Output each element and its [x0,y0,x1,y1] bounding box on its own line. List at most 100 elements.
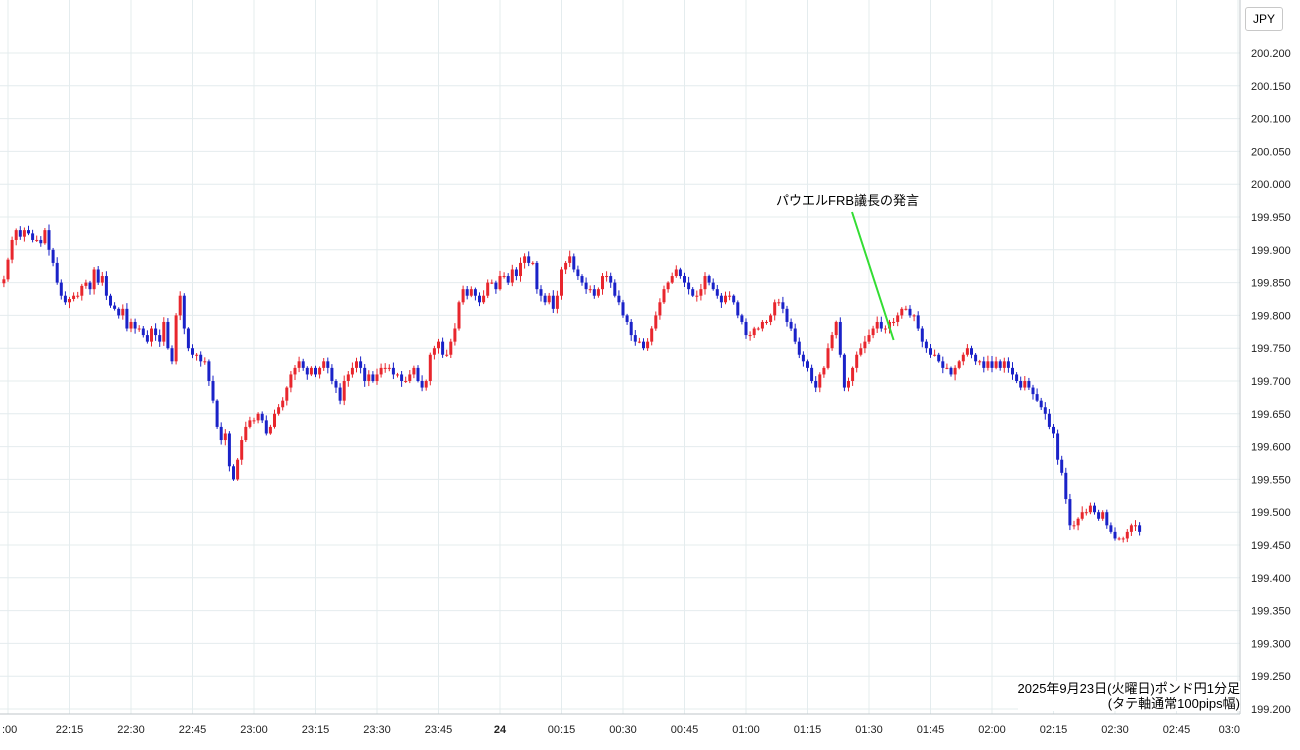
caption-line-2: (タテ軸通常100pips幅) [1107,696,1240,711]
candle-body [760,321,764,329]
currency-badge[interactable]: JPY [1245,7,1283,31]
candle-body [1011,367,1014,375]
candle-body [1121,538,1125,540]
candle-body [84,282,88,286]
y-tick-label: 199.600 [1251,442,1291,454]
candle-body [1097,512,1101,519]
candle-body [408,374,412,381]
candle-body [39,239,43,244]
candle-body [469,289,473,296]
candle-body [1105,512,1109,526]
candle-body [543,295,547,303]
candle-body [982,361,986,368]
candle-body [1088,505,1092,513]
candle-body [252,420,256,422]
candle-body [814,381,818,388]
candle-body [970,348,973,355]
candle-body [490,282,494,284]
candle-body [863,341,867,349]
candle-body [1039,400,1043,408]
x-tick-label: 02:00 [978,724,1006,736]
x-tick-label: 03:0 [1219,724,1240,736]
candle-body [605,276,609,278]
y-tick-label: 199.250 [1251,671,1291,683]
candle-body [363,367,367,381]
candle-body [551,295,555,309]
y-tick-label: 200.150 [1251,81,1291,93]
candle-body [650,328,654,342]
candle-body [514,269,518,277]
y-tick-label: 199.500 [1251,507,1291,519]
y-tick-label: 199.650 [1251,409,1291,421]
y-tick-label: 200.000 [1251,179,1291,191]
candle-body [937,354,941,362]
candle-body [396,374,399,376]
candle-body [670,276,674,283]
candle-body [564,262,568,270]
candle-body [990,361,994,368]
candle-body [609,276,613,283]
candle-body [256,413,260,421]
candle-body [711,282,715,290]
candle-body [666,282,670,290]
candle-body [584,282,588,290]
candle-body [375,374,379,381]
candle-body [732,295,736,303]
y-tick-label: 200.200 [1251,48,1291,60]
candle-body [285,387,289,401]
candle-body [432,348,436,355]
candle-body [211,381,215,401]
candle-body [400,374,404,381]
candle-body [572,256,576,270]
candle-body [658,302,662,316]
candle-body [1023,381,1027,388]
candle-body [264,420,268,434]
y-tick-label: 199.550 [1251,474,1291,486]
candle-body [1006,361,1010,368]
candle-body [806,361,809,368]
candle-body [1076,518,1080,526]
candle-body [789,321,793,329]
candle-body [1027,381,1031,388]
x-tick-label: 01:45 [917,724,945,736]
candle-body [424,381,428,388]
candle-body [596,289,600,296]
candle-body [654,315,658,329]
candle-body [92,269,96,290]
candle-body [268,426,272,434]
candle-body [916,315,920,329]
candle-body [379,367,383,375]
annotation-label: パウエルFRB議長の発言 [776,193,919,208]
candle-body [1093,505,1096,513]
x-tick-label: :00 [2,724,17,736]
candle-body [1047,413,1051,427]
candle-body [1129,525,1133,532]
x-tick-label: 01:15 [794,724,822,736]
candle-body [449,341,453,355]
candle-body [76,295,80,297]
candle-body [769,315,773,322]
candle-body [1052,426,1055,434]
candle-body [1138,525,1142,532]
candle-body [1056,433,1060,460]
candles [2,224,1142,543]
x-tick-label: 02:45 [1163,724,1191,736]
x-tick-label: 22:30 [117,724,145,736]
candle-body [277,407,281,414]
candle-body [842,354,846,388]
candle-body [625,315,629,322]
candle-body [14,230,18,240]
y-tick-label: 199.450 [1251,540,1291,552]
candle-body [326,361,330,368]
candle-body [1019,381,1023,388]
candle-body [502,276,506,278]
candle-body [404,381,408,382]
candle-body [510,269,514,283]
candle-body [994,361,998,368]
candle-body [896,315,900,322]
candle-body [777,302,781,304]
candle-body [691,289,695,296]
candle-body [141,328,145,336]
x-tick-label: 23:45 [425,724,453,736]
candle-body [1117,538,1121,540]
